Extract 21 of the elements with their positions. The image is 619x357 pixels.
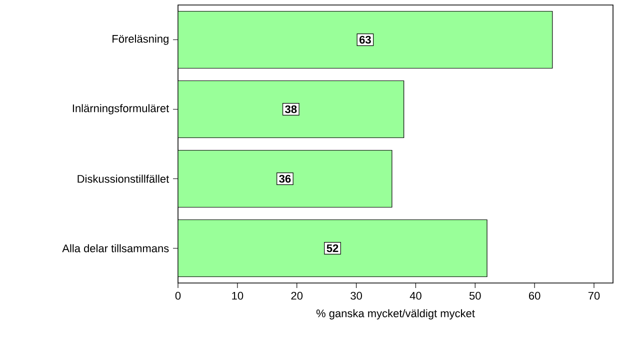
x-tick-label: 30 <box>350 292 362 300</box>
data-label: 63 <box>359 36 371 44</box>
x-tick-label: 40 <box>410 292 422 300</box>
data-label: 52 <box>326 244 338 252</box>
bar <box>178 219 488 278</box>
x-tick-label: 10 <box>232 292 244 300</box>
data-label: 36 <box>279 174 291 183</box>
bar <box>178 10 553 69</box>
y-tick-label: Alla delar tillsammans <box>62 244 169 252</box>
x-tick-label: 20 <box>291 292 303 300</box>
x-tick-label: 50 <box>469 292 481 300</box>
x-tick-label: 60 <box>529 292 540 300</box>
bar <box>178 80 404 138</box>
x-axis-title: % ganska mycket/väldigt mycket <box>316 309 475 320</box>
data-label: 38 <box>285 105 297 114</box>
y-tick-label: Inlärningsformuläret <box>72 104 170 114</box>
bar <box>178 150 392 208</box>
x-tick-label: 70 <box>588 292 600 300</box>
x-tick-label: 0 <box>175 292 181 300</box>
y-tick-label: Diskussionstillfället <box>78 174 170 183</box>
y-tick-label: Föreläsning <box>112 34 168 45</box>
